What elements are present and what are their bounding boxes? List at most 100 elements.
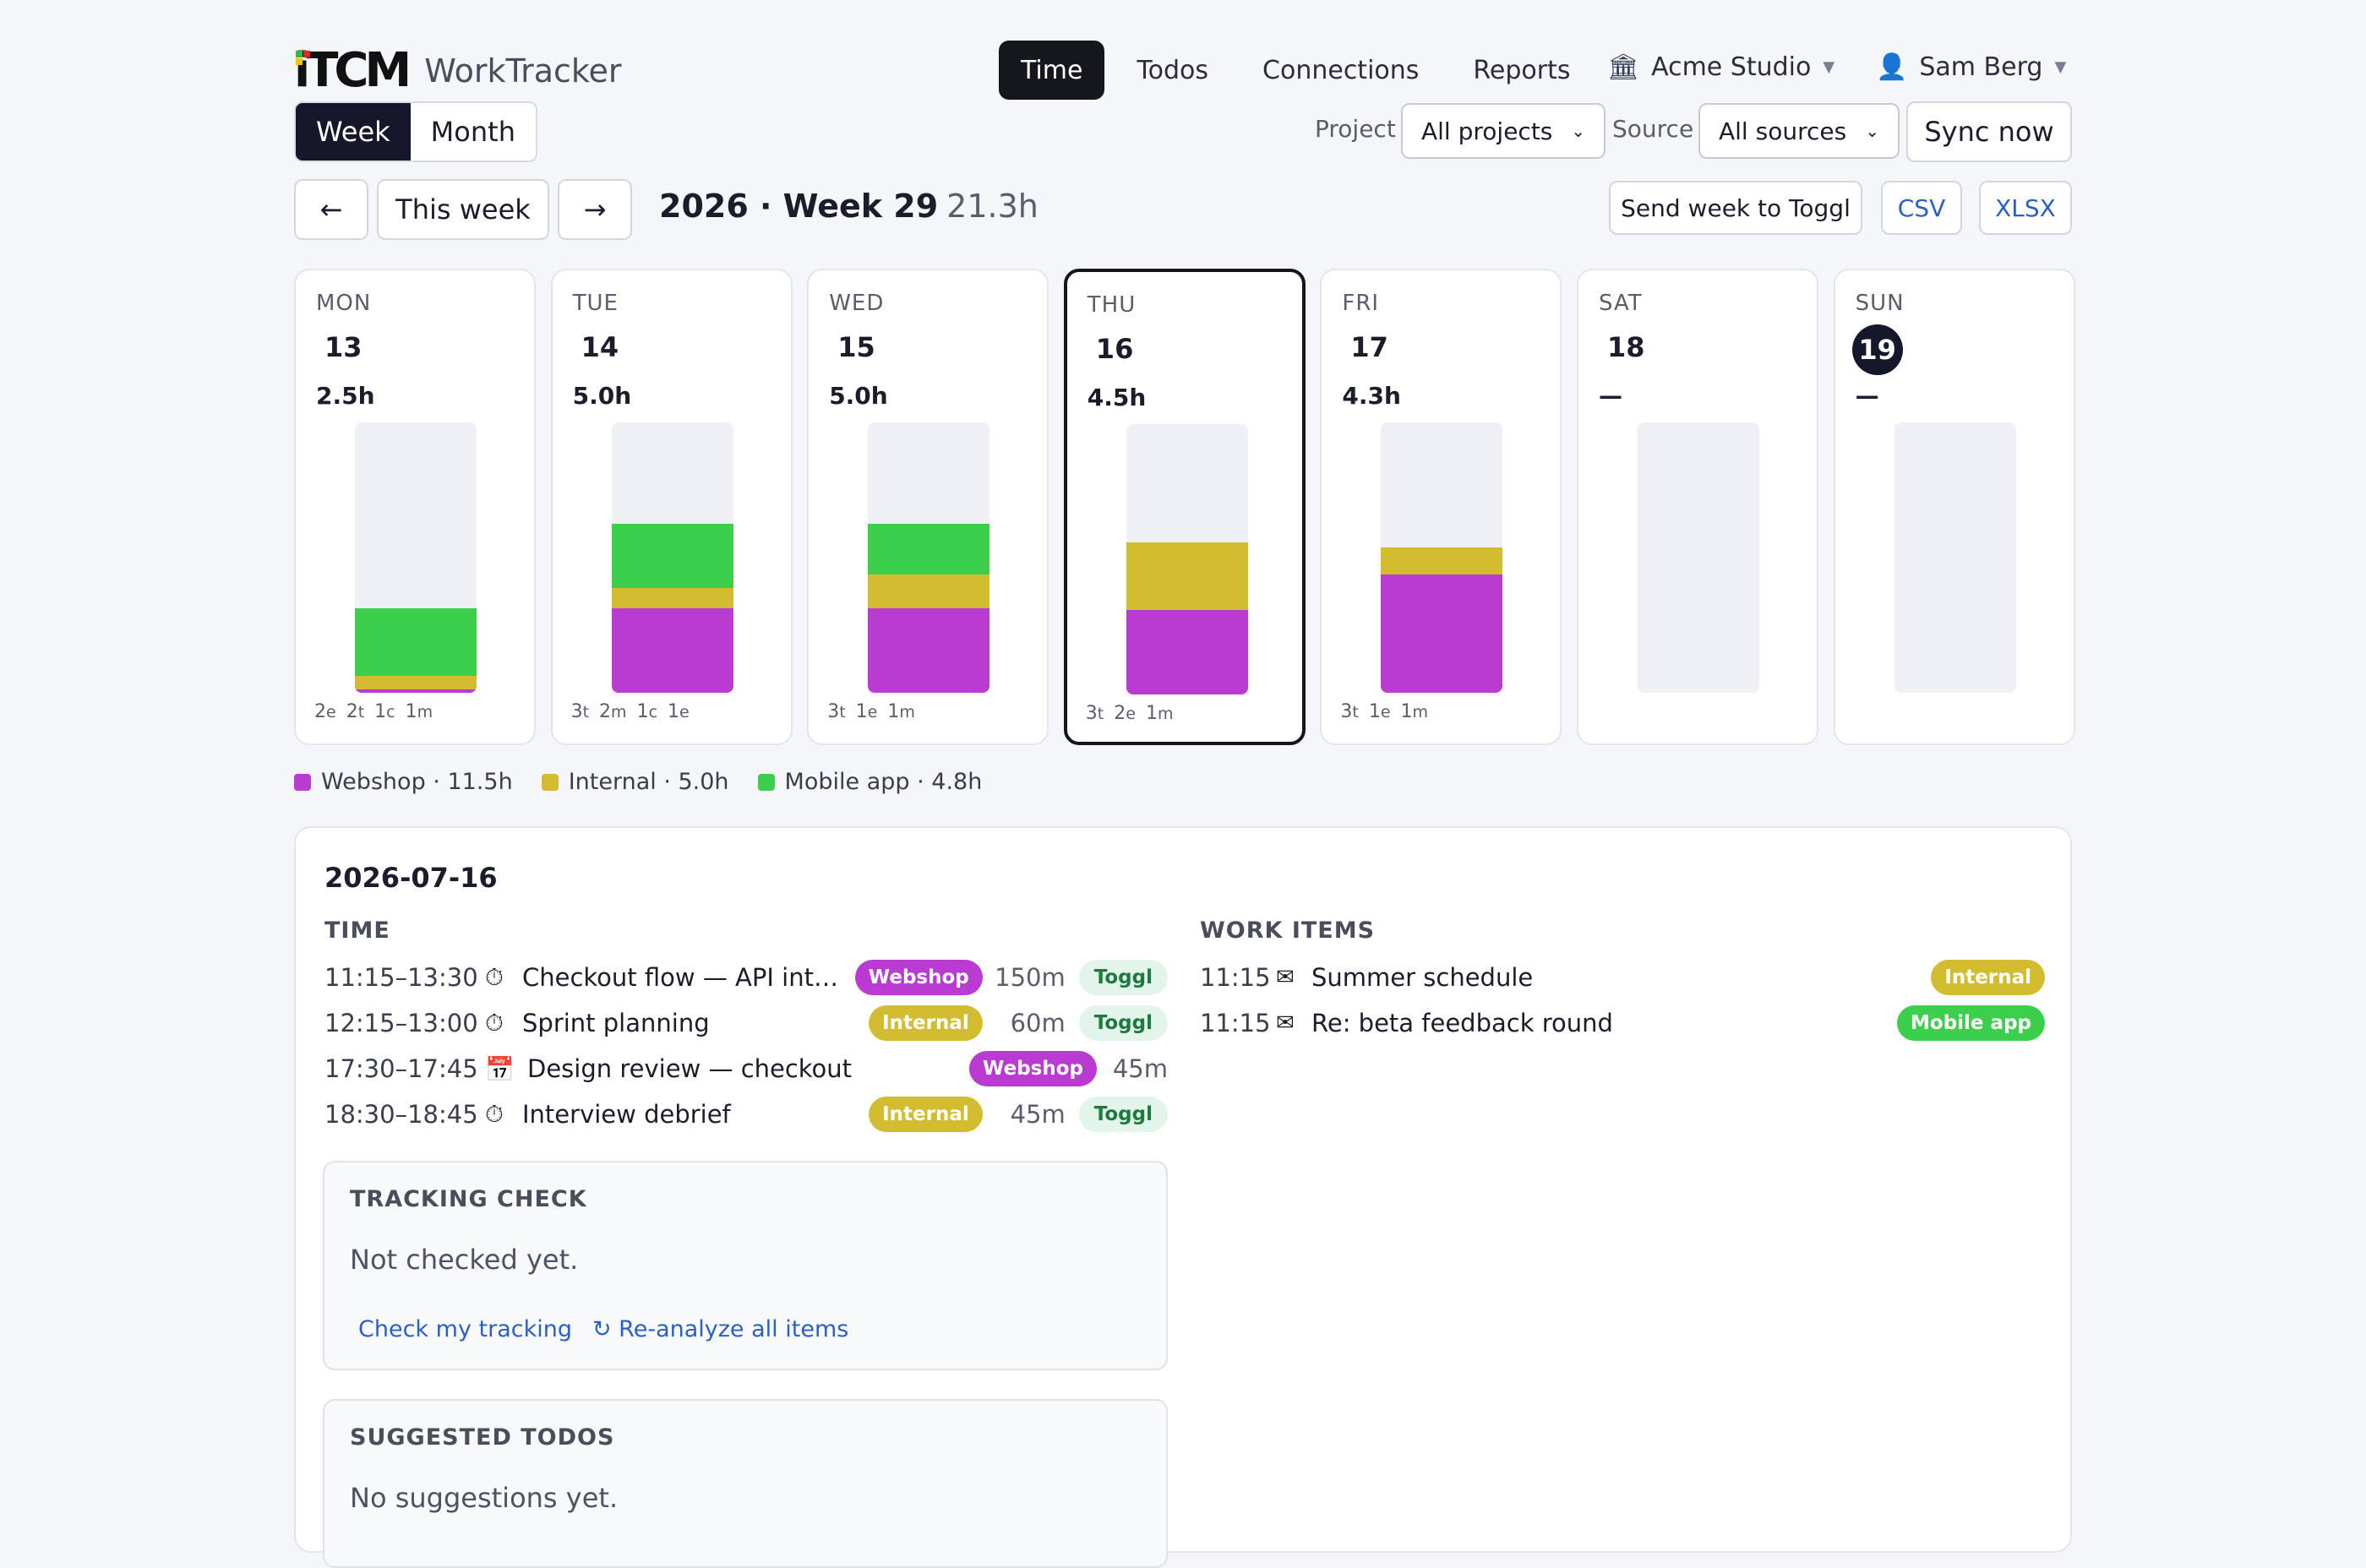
day-card-thu[interactable]: THU 16 4.5h 3t 2e 1m [1063,269,1306,745]
project-select[interactable]: All projects ⌄ [1401,103,1606,159]
mail-icon: ✉ [1276,1010,1295,1036]
day-of-week: THU [1087,292,1137,318]
stopwatch-icon: ⏱ [485,1009,504,1037]
day-total: 5.0h [572,382,632,410]
bar-segment-webshop [1381,574,1503,693]
export-xlsx-button[interactable]: XLSX [1979,181,2072,235]
legend-swatch [294,773,311,791]
week-total: 21.3h [946,188,1039,225]
prev-week-button[interactable]: ← [294,179,368,240]
item-count: 3t [570,701,590,722]
nav-reports[interactable]: Reports [1473,55,1571,85]
item-count: 1m [1400,701,1429,722]
work-item-row[interactable]: 11:15 ✉ Re: beta feedback round Mobile a… [1200,1002,2045,1044]
tracking-check-box: TRACKING CHECK Not checked yet. Check my… [323,1161,1168,1370]
item-count: 1c [374,701,395,722]
org-name: Acme Studio [1651,52,1812,82]
org-switcher[interactable]: 🏛 Acme Studio ▼ [1607,52,1834,82]
item-count: 3t [1340,701,1359,722]
calendar-icon: 📅 [485,1054,515,1083]
item-counts: 3t 1e 1m [827,701,925,722]
day-total: 4.3h [1342,382,1401,410]
day-of-week: MON [316,291,372,316]
time-entry-row[interactable]: 11:15–13:30 ⏱ Checkout flow — API integr… [324,956,1168,999]
caret-down-icon: ▼ [2054,58,2067,76]
nav-time[interactable]: Time [999,41,1105,100]
source-badge: Toggl [1078,1097,1168,1132]
stopwatch-icon: ⏱ [485,1100,504,1128]
day-of-week: SUN [1855,291,1905,316]
bar-segment-mobile [355,608,477,676]
day-total: 2.5h [316,382,375,410]
bar-segment-internal [868,574,990,608]
chevron-down-icon: ⌄ [1571,121,1586,141]
day-card-tue[interactable]: TUE 14 5.0h 3t 2m 1c 1e [550,269,793,745]
day-hours-bar [355,422,477,693]
item-count: 2e [1114,703,1136,724]
day-card-sat[interactable]: SAT 18 — [1577,269,1818,745]
day-total: — [1855,382,1879,410]
item-counts: 3t 2m 1c 1e [571,701,700,722]
day-hours-bar [1894,422,2016,693]
item-count: 1m [1145,703,1174,724]
legend-item-internal: Internal · 5.0h [541,769,729,795]
project-pill: Webshop [969,1051,1097,1086]
day-number: 18 [1607,331,1645,363]
item-count: 3t [1085,703,1104,724]
nav-connections[interactable]: Connections [1262,55,1420,85]
day-hours-bar [1638,422,1759,693]
day-hours-bar [1381,422,1503,693]
item-count: 1e [1368,701,1391,722]
day-detail-panel: 2026-07-16 TIME WORK ITEMS 11:15–13:30 ⏱… [294,826,2072,1568]
time-entry-row[interactable]: 17:30–17:45 📅 Design review — checkout W… [324,1048,1168,1090]
app-logo[interactable]: iTCM WorkTracker [294,46,622,96]
send-to-toggl-button[interactable]: Send week to Toggl [1609,181,1862,235]
suggested-todos-title: SUGGESTED TODOS [350,1424,615,1451]
day-of-week: SAT [1599,291,1643,316]
week-title: 2026 · Week 29 21.3h [659,188,1039,225]
nav-todos[interactable]: Todos [1137,55,1209,85]
item-count: 1e [668,701,690,722]
view-month-button[interactable]: Month [430,116,515,148]
project-pill: Internal [869,1097,983,1132]
day-number: 16 [1095,333,1134,365]
user-menu[interactable]: 👤 Sam Berg ▼ [1876,52,2066,82]
day-card-fri[interactable]: FRI 17 4.3h 3t 1e 1m [1320,269,1562,745]
this-week-button[interactable]: This week [377,179,549,240]
day-card-mon[interactable]: MON 13 2.5h 2e 2t 1c 1m [294,269,536,745]
legend-swatch [757,773,775,791]
source-badge: Toggl [1078,1005,1168,1041]
day-total: 4.5h [1087,384,1147,411]
reanalyze-link[interactable]: ↻ Re-analyze all items [592,1316,849,1342]
mail-icon: ✉ [1276,965,1295,990]
view-week-button[interactable]: Week [296,103,411,161]
bar-segment-internal [611,588,733,608]
item-count: 1c [636,701,658,722]
bar-segment-webshop [355,689,477,693]
day-total: 5.0h [829,382,888,410]
next-week-button[interactable]: → [558,179,632,240]
project-legend: Webshop · 11.5h Internal · 5.0h Mobile a… [294,769,982,795]
bar-segment-webshop [868,608,990,693]
project-pill: Mobile app [1897,1005,2045,1041]
source-select[interactable]: All sources ⌄ [1698,103,1900,159]
time-entry-row[interactable]: 18:30–18:45 ⏱ Interview debrief Internal… [324,1093,1168,1135]
chevron-down-icon: ⌄ [1865,121,1879,141]
check-tracking-link[interactable]: Check my tracking [358,1316,572,1342]
day-hours-bar [868,422,990,693]
day-card-sun[interactable]: SUN 19 — [1833,269,2075,745]
work-item-row[interactable]: 11:15 ✉ Summer schedule Internal [1200,956,2045,999]
day-of-week: WED [829,291,885,316]
legend-item-mobile-app: Mobile app · 4.8h [757,769,982,795]
sync-now-button[interactable]: Sync now [1906,101,2072,162]
export-csv-button[interactable]: CSV [1881,181,1962,235]
project-pill: Webshop [854,960,983,995]
project-pill: Internal [869,1005,983,1041]
day-hours-bar [611,422,733,693]
time-entry-row[interactable]: 12:15–13:00 ⏱ Sprint planning Internal 6… [324,1002,1168,1044]
main-nav: Time Todos Connections Reports [999,41,1593,100]
item-count: 1m [405,701,433,722]
day-card-wed[interactable]: WED 15 5.0h 3t 1e 1m [807,269,1049,745]
suggested-todos-box: SUGGESTED TODOS No suggestions yet. [323,1399,1168,1568]
week-days: MON 13 2.5h 2e 2t 1c 1m TUE 14 5.0h 3t 2m 1c 1e WED 15 5… [294,269,2075,745]
